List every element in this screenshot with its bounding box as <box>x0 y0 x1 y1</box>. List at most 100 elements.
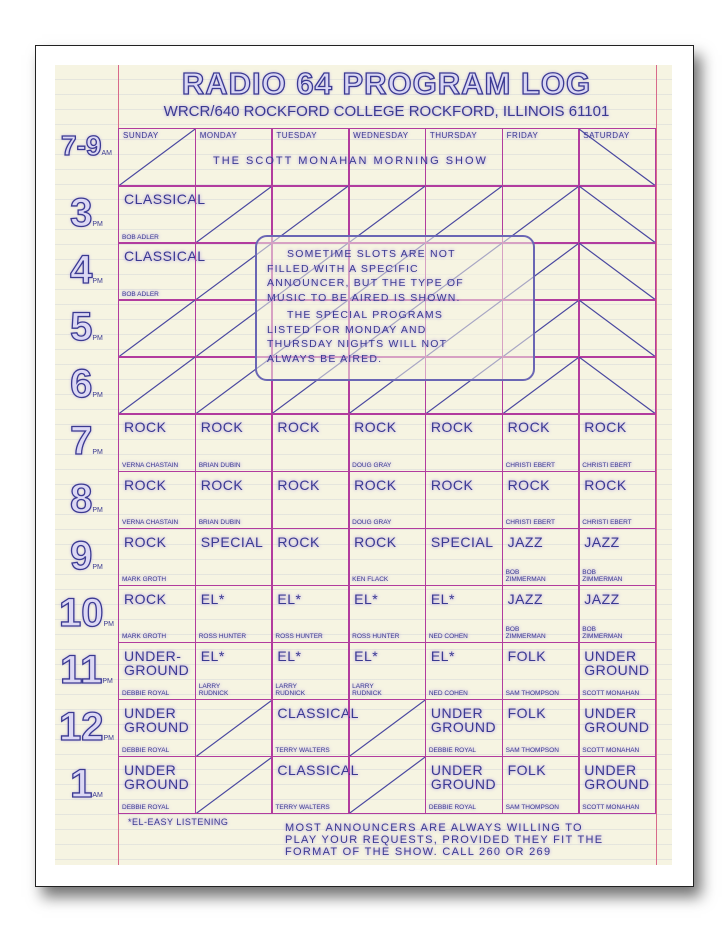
diagonal-slash <box>426 186 502 243</box>
program-genre: ROCK <box>354 476 397 493</box>
diagonal-backslash <box>579 186 655 243</box>
announcer-name: LARRY RUDNICK <box>352 683 382 698</box>
program-genre: ROCK <box>277 419 320 436</box>
schedule-cell: ROCK CHRISTI EBERT <box>578 413 657 472</box>
announcer-name: SAM THOMPSON <box>505 804 559 812</box>
announcer-name: BOB ZIMMERMAN <box>582 569 623 584</box>
schedule-cell <box>578 299 657 358</box>
announcer-name: SAM THOMPSON <box>505 747 559 755</box>
program-genre: JAZZ <box>584 533 620 550</box>
time-number: 8 <box>69 476 93 521</box>
day-header: TUESDAY <box>276 131 318 140</box>
day-cell: FRIDAY <box>501 128 580 187</box>
schedule-cell: ROCK <box>271 413 350 472</box>
program-genre: EL* <box>200 647 225 664</box>
diagonal-slash <box>349 700 425 757</box>
program-genre: UNDER GROUND <box>124 704 190 735</box>
schedule-cell: UNDER GROUND SCOTT MONAHAN <box>578 698 657 758</box>
diagonal-slash <box>503 357 579 414</box>
time-suffix: PM <box>92 221 103 229</box>
announcer-name: BRIAN DUBIN <box>198 519 241 527</box>
program-genre: ROCK <box>430 476 474 493</box>
program-genre: ROCK <box>507 419 551 436</box>
footnote: *EL-EASY LISTENING <box>128 817 229 827</box>
note-line: LISTED FOR MONDAY AND <box>267 323 427 336</box>
schedule-cell: ROCK <box>271 470 350 530</box>
announcer-name: LARRY RUDNICK <box>275 683 306 698</box>
program-genre: ROCK <box>124 476 167 493</box>
diagonal-slash <box>119 129 195 186</box>
schedule-cell <box>578 185 657 244</box>
schedule-cell: ROCK <box>271 527 350 587</box>
document-title: RADIO 64 PROGRAM LOG <box>181 65 592 101</box>
time-number: 3 <box>69 190 93 236</box>
schedule-cell: ROCK CHRISTI EBERT <box>501 470 580 530</box>
program-genre: ROCK <box>124 419 167 436</box>
schedule-cell: EL* ROSS HUNTER <box>271 584 350 644</box>
program-genre: FOLK <box>507 647 547 664</box>
time-label: 10PM <box>55 590 118 636</box>
announcer-name: MARK GROTH <box>122 633 167 641</box>
schedule-cell: EL* NED COHEN <box>424 584 504 644</box>
program-genre: SPECIAL <box>200 533 264 550</box>
announcer-name: DEBBIE ROYAL <box>122 804 170 812</box>
diagonal-backslash <box>579 357 655 414</box>
day-header: SUNDAY <box>123 131 159 140</box>
program-genre: ROCK <box>354 533 397 550</box>
program-genre: FOLK <box>507 761 547 778</box>
time-number: 1 <box>69 761 93 806</box>
schedule-cell: FOLK SAM THOMPSON <box>501 641 580 701</box>
schedule-cell: SPECIAL <box>424 527 504 587</box>
schedule-cell <box>578 356 657 415</box>
diagonal-slash <box>119 300 195 357</box>
program-genre: UNDER GROUND <box>584 704 650 735</box>
time-label: 1AM <box>55 761 118 807</box>
time-number: 7-9 <box>60 129 102 161</box>
day-header: FRIDAY <box>506 131 539 140</box>
program-genre: ROCK <box>507 476 551 493</box>
time-number: 12 <box>58 704 104 749</box>
time-label: 9PM <box>55 533 118 579</box>
program-genre: CLASSICAL <box>277 761 359 778</box>
diagonal-slash <box>349 186 425 243</box>
schedule-cell: ROCK DOUG GRAY <box>348 470 427 530</box>
schedule-grid: SUNDAY MONDAY TUESDAY WEDNESDAY THURSDAY FRID… <box>118 128 657 815</box>
announcer-name: CHRISTI EBERT <box>582 519 632 527</box>
program-genre: UNDER GROUND <box>124 761 190 792</box>
schedule-cell: ROCK MARK GROTH <box>118 527 197 587</box>
announcer-name: ROSS HUNTER <box>198 633 247 641</box>
day-header: SATURDAY <box>583 131 630 140</box>
announcer-name: MARK GROTH <box>122 576 167 584</box>
announcer-name: TERRY WALTERS <box>275 804 330 812</box>
schedule-cell <box>578 242 657 301</box>
schedule-cell: EL* LARRY RUDNICK <box>271 641 350 701</box>
announcer-name: DEBBIE ROYAL <box>428 804 477 812</box>
time-number: 9 <box>69 533 93 578</box>
time-number: 6 <box>69 362 93 407</box>
announcer-name: ROSS HUNTER <box>275 633 323 641</box>
program-genre: EL* <box>354 590 379 607</box>
program-genre: CLASSICAL <box>124 191 206 208</box>
announcer-name: BOB ADLER <box>122 233 159 241</box>
request-note: MOST ANNOUNCERS ARE ALWAYS WILLING TO PL… <box>285 822 604 858</box>
schedule-cell: UNDER GROUND DEBBIE ROYAL <box>424 698 504 758</box>
time-number: 11 <box>59 647 103 692</box>
day-header: MONDAY <box>199 131 238 140</box>
schedule-cell: UNDER GROUND DEBBIE ROYAL <box>118 755 197 815</box>
announcer-name: KEN FLACK <box>352 576 389 584</box>
time-suffix: PM <box>92 506 103 514</box>
schedule-cell <box>348 698 427 758</box>
schedule-cell <box>118 299 197 358</box>
program-genre: EL* <box>430 647 455 664</box>
announcer-name: NED COHEN <box>428 690 468 698</box>
time-label: 7-9AM <box>55 129 118 162</box>
announcer-name: BRIAN DUBIN <box>198 461 241 469</box>
announcer-name: DEBBIE ROYAL <box>122 747 170 755</box>
program-genre: FOLK <box>507 704 547 721</box>
schedule-cell: EL* NED COHEN <box>424 641 504 701</box>
announcer-name: CHRISTI EBERT <box>582 461 632 469</box>
time-suffix: PM <box>92 563 103 571</box>
program-genre: EL* <box>430 590 455 607</box>
day-header: THURSDAY <box>429 131 478 140</box>
note-line: THE SPECIAL PROGRAMS <box>287 309 444 321</box>
